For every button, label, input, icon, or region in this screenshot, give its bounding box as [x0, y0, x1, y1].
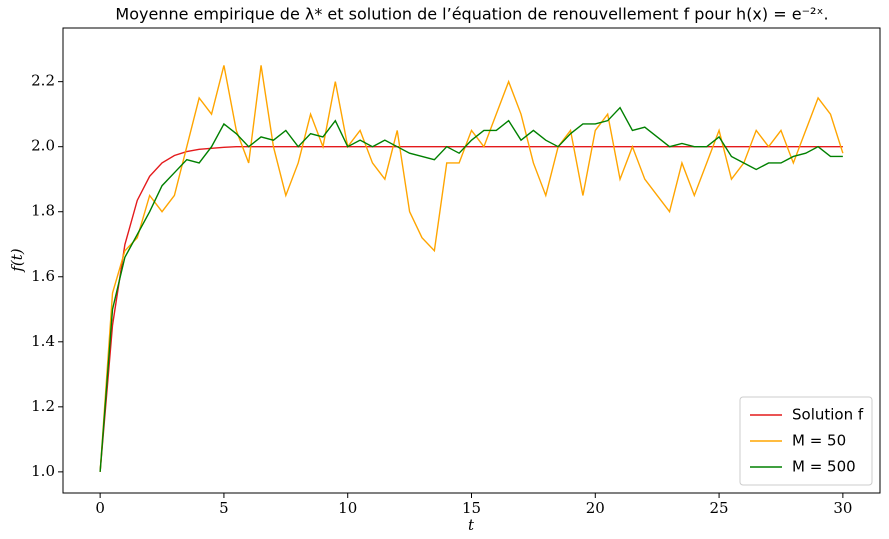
legend-label: M = 500 [792, 458, 856, 476]
x-tick-label: 0 [95, 499, 105, 517]
x-tick-label: 20 [586, 499, 605, 517]
x-tick-label: 15 [462, 499, 481, 517]
line-series [99, 106, 843, 472]
y-tick-label: 2.2 [31, 72, 55, 90]
plot-frame [62, 27, 881, 494]
legend-label: Solution f [792, 406, 864, 424]
x-tick-label: 25 [710, 499, 729, 517]
y-tick-label: 1.2 [31, 397, 55, 415]
line-series [99, 65, 844, 472]
x-axis-label: t [468, 516, 475, 534]
x-tick-label: 10 [338, 499, 357, 517]
y-tick-label: 2.0 [31, 137, 55, 155]
legend-box [739, 396, 873, 486]
y-tick-label: 1.6 [31, 267, 55, 285]
line-series [99, 145, 843, 472]
chart-title: Moyenne empirique de λ* et solution de l… [115, 5, 828, 24]
y-tick-label: 1.0 [31, 462, 55, 480]
y-tick-label: 1.4 [31, 332, 55, 350]
y-tick-label: 1.8 [31, 202, 55, 220]
legend-label: M = 50 [792, 432, 846, 450]
x-tick-label: 5 [219, 499, 229, 517]
x-tick-label: 30 [833, 499, 852, 517]
y-axis-label: f(t) [8, 248, 26, 272]
